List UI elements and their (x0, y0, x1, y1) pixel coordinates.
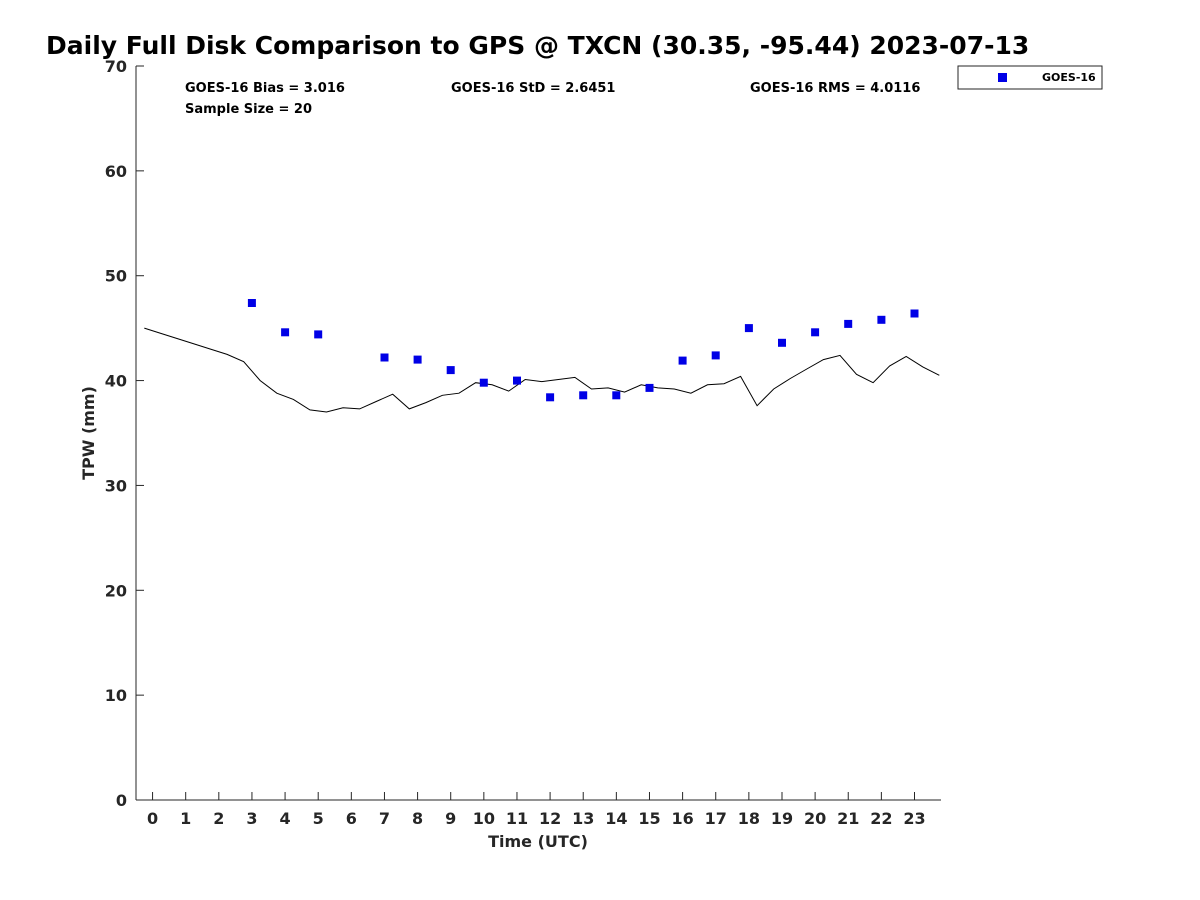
std-stat: GOES-16 StD = 2.6451 (451, 81, 615, 96)
goes-16-point (612, 391, 621, 400)
x-tick-label: 4 (280, 809, 291, 828)
x-tick-label: 13 (572, 809, 594, 828)
x-tick-label: 5 (313, 809, 324, 828)
goes-16-point (778, 338, 786, 347)
y-tick-label: 20 (105, 581, 127, 600)
goes-16-point (380, 353, 389, 362)
x-tick-label: 8 (412, 809, 423, 828)
x-axis-ticks: 0 1 2 3 4 5 6 7 8 9 10 11 12 13 14 15 16 17 18 19 20 21 22 23 (147, 792, 926, 828)
x-tick-label: 20 (804, 809, 826, 828)
x-tick-label: 1 (180, 809, 191, 828)
y-tick-label: 50 (105, 267, 127, 286)
goes-16-point (281, 328, 290, 337)
goes-16-point (844, 319, 853, 328)
goes-16-point (446, 366, 455, 375)
x-tick-label: 2 (213, 809, 224, 828)
goes-16-point (479, 378, 488, 387)
plot-area (135, 66, 941, 801)
goes-16-point (811, 328, 820, 337)
y-tick-label: 30 (105, 476, 127, 495)
x-tick-label: 18 (738, 809, 760, 828)
x-tick-label: 22 (870, 809, 892, 828)
goes-16-point (513, 376, 521, 385)
x-tick-label: 6 (346, 809, 357, 828)
rms-stat: GOES-16 RMS = 4.0116 (750, 81, 920, 96)
series-layer (144, 299, 940, 413)
x-tick-label: 15 (638, 809, 660, 828)
x-tick-label: 23 (903, 809, 925, 828)
goes-16-point (314, 330, 323, 339)
y-tick-label: 0 (116, 791, 127, 810)
x-tick-label: 17 (705, 809, 727, 828)
sample-size-stat: Sample Size = 20 (185, 102, 312, 117)
y-axis-label: TPW (mm) (79, 386, 98, 480)
goes-16-point (546, 393, 555, 402)
x-tick-label: 11 (506, 809, 528, 828)
goes-16-point (910, 309, 919, 318)
x-tick-label: 14 (605, 809, 627, 828)
goes-16-point (877, 315, 886, 324)
x-tick-label: 19 (771, 809, 793, 828)
x-tick-label: 12 (539, 809, 561, 828)
x-tick-label: 7 (379, 809, 390, 828)
goes-16-point (247, 299, 256, 307)
y-axis-ticks: 0 10 20 30 40 50 60 70 (105, 57, 144, 810)
legend-marker (998, 73, 1007, 82)
x-axis-label: Time (UTC) (488, 832, 588, 851)
x-tick-label: 0 (147, 809, 158, 828)
x-tick-label: 21 (837, 809, 859, 828)
legend: GOES-16 (957, 65, 1103, 90)
goes-16-point (413, 355, 422, 364)
goes-16-point (645, 383, 654, 392)
gps-line (144, 327, 940, 413)
goes-16-point (744, 324, 753, 333)
x-tick-label: 16 (671, 809, 693, 828)
bias-stat: GOES-16 Bias = 3.016 (185, 81, 345, 96)
y-tick-label: 10 (105, 686, 127, 705)
legend-label: GOES-16 (1042, 71, 1096, 84)
x-tick-label: 3 (246, 809, 257, 828)
x-tick-label: 10 (473, 809, 495, 828)
y-tick-label: 70 (105, 57, 127, 76)
chart-title: Daily Full Disk Comparison to GPS @ TXCN… (46, 31, 1029, 60)
y-tick-label: 60 (105, 162, 127, 181)
x-tick-label: 9 (445, 809, 456, 828)
goes-16-point (579, 391, 588, 400)
goes-16-point (678, 356, 687, 365)
y-tick-label: 40 (105, 372, 127, 391)
legend-box (957, 65, 1103, 90)
goes-16-point (711, 351, 720, 360)
